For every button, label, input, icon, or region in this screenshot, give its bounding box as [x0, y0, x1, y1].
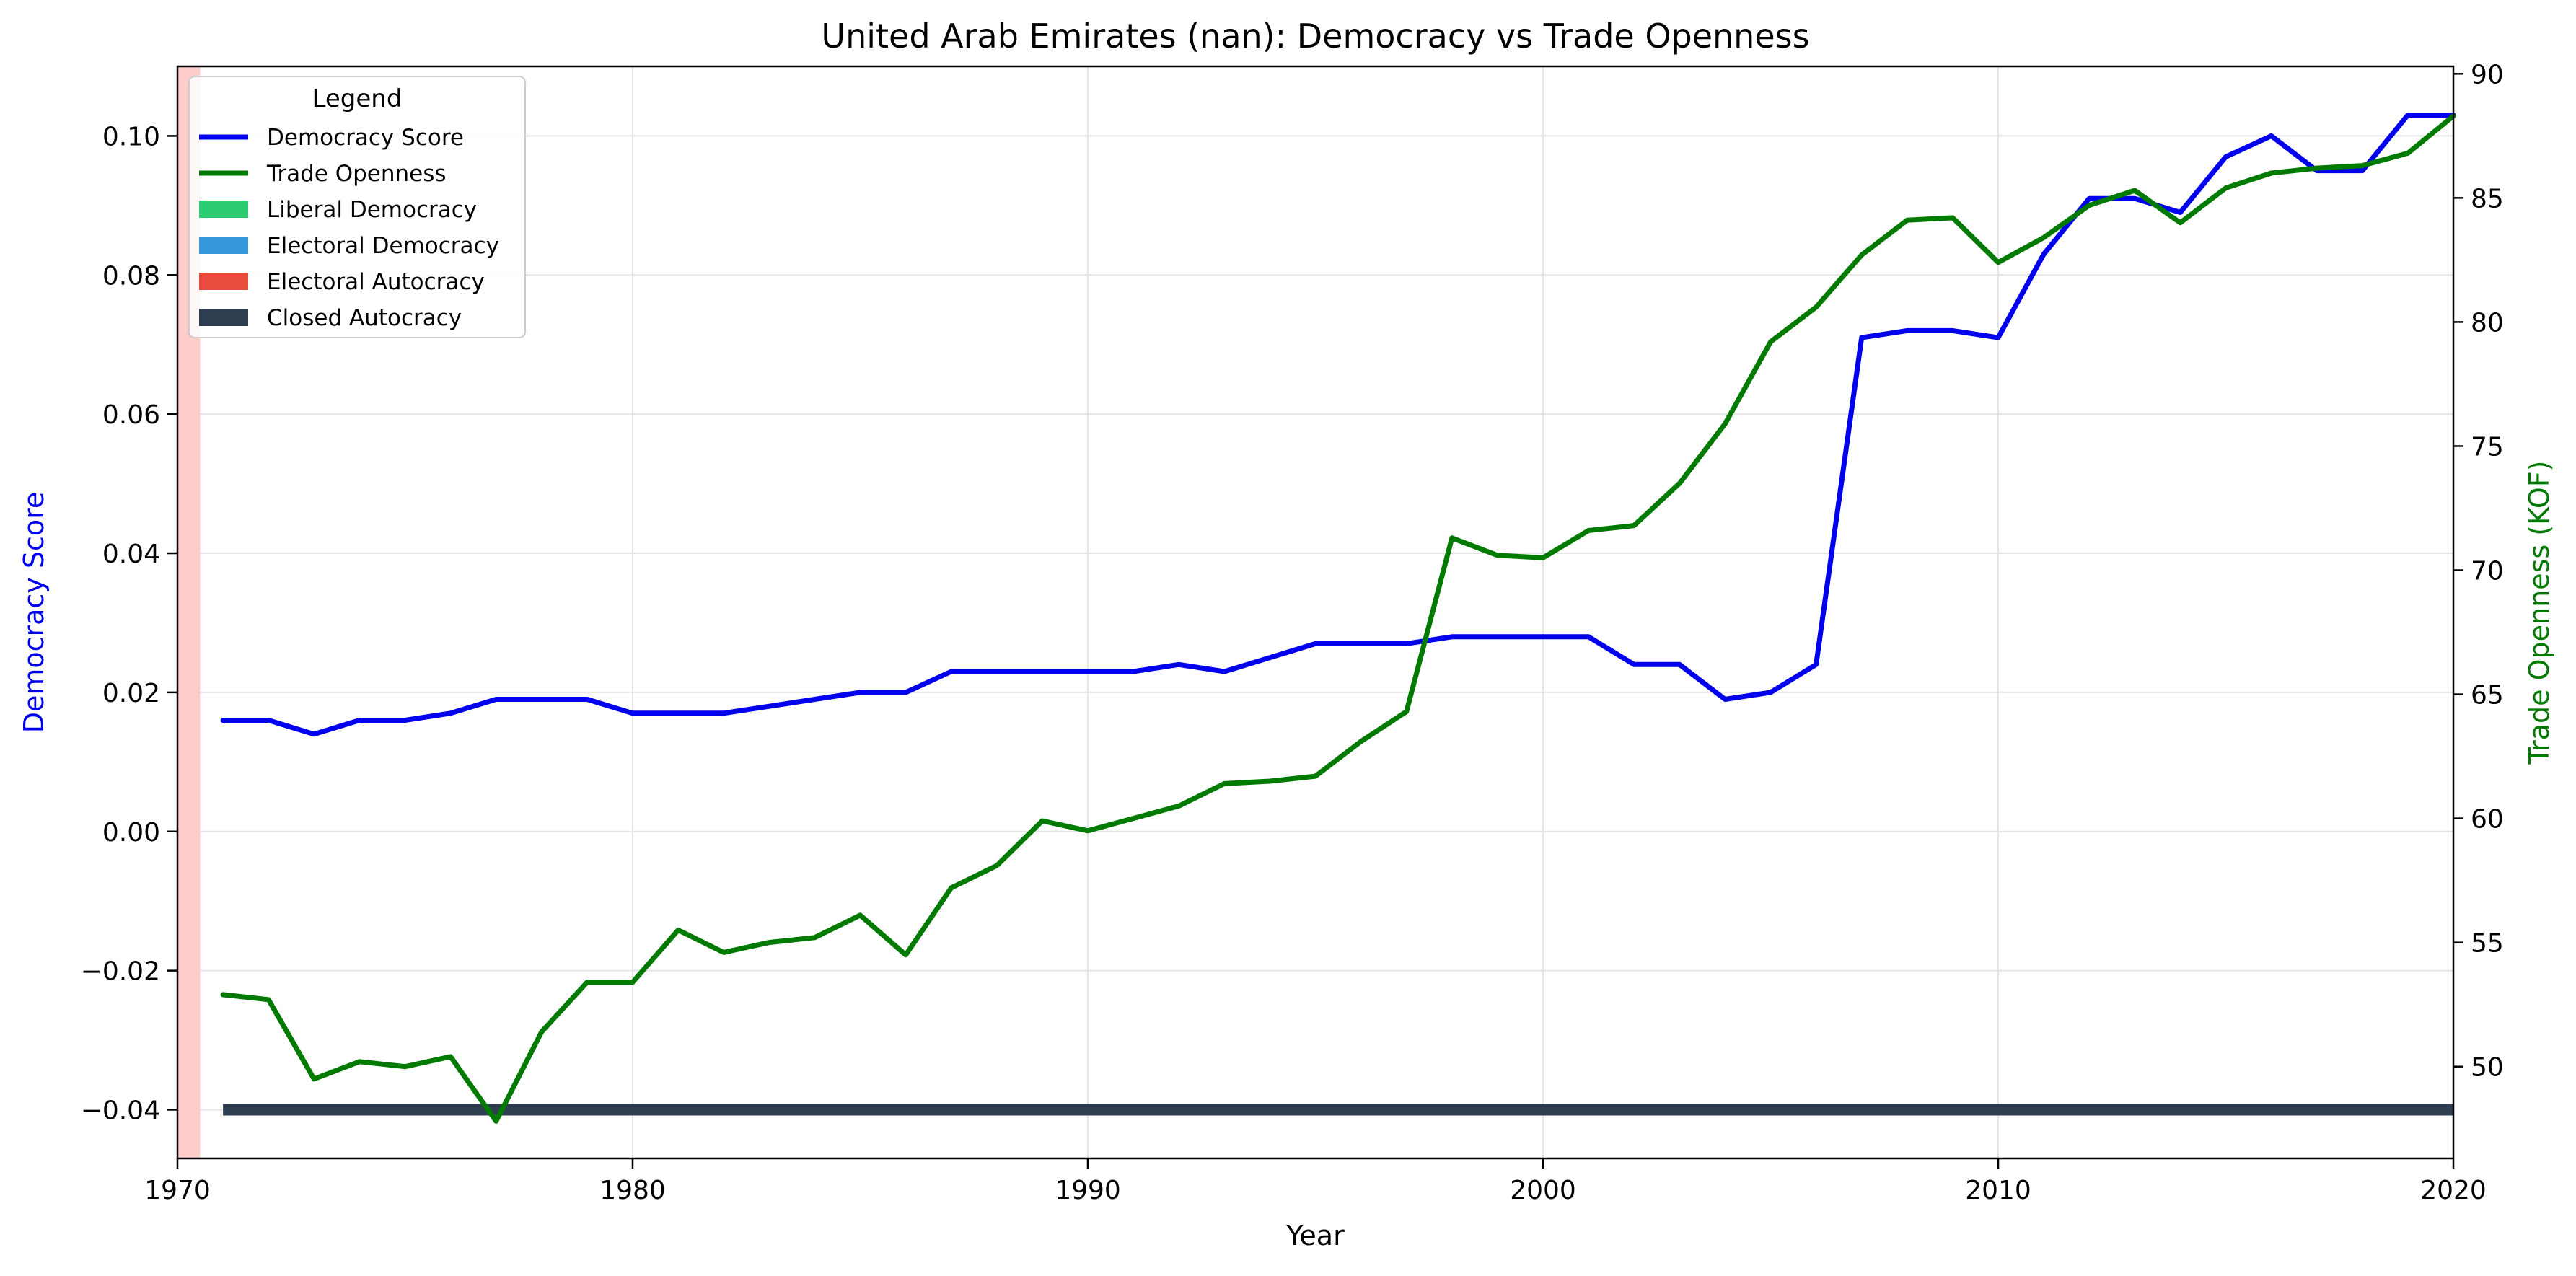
legend-swatch-electoral-democracy: [199, 237, 248, 254]
trade-openness-line: [220, 113, 2456, 1124]
y-right-tick-label: 75: [2471, 432, 2504, 462]
legend-label-liberal-democracy: Liberal Democracy: [267, 197, 477, 223]
y-right-tick-label: 70: [2471, 557, 2504, 586]
y-left-tick-label: 0.00: [102, 818, 160, 848]
legend-label-electoral-autocracy: Electoral Autocracy: [267, 269, 485, 295]
legend-label-electoral-democracy: Electoral Democracy: [267, 233, 499, 259]
plot-frame: [176, 65, 2455, 1160]
y-right-tick-label: 65: [2471, 681, 2504, 710]
axis-layer: 1970 1980 1990 2000 2010 2020 −0.04 −0.02 0.00 0.…: [81, 60, 2504, 1205]
x-tick-label: 2020: [2420, 1176, 2487, 1205]
legend-swatch-electoral-autocracy: [199, 273, 248, 290]
y-right-tick-label: 55: [2471, 929, 2504, 959]
legend-label-democracy-score: Democracy Score: [267, 125, 464, 151]
legend-label-trade-openness: Trade Openness: [266, 161, 447, 187]
series-layer: [220, 113, 2456, 1124]
x-tick-label: 2010: [1965, 1176, 2031, 1205]
y-left-tick-label: −0.02: [81, 957, 160, 987]
y-left-tick-label: 0.02: [102, 679, 160, 708]
legend-label-closed-autocracy: Closed Autocracy: [267, 305, 462, 331]
y-left-tick-label: 0.08: [102, 261, 160, 291]
y-left-tick-label: 0.04: [102, 540, 160, 569]
y-right-tick-label: 60: [2471, 805, 2504, 835]
x-axis-label: Year: [1285, 1220, 1345, 1251]
y-right-tick-label: 80: [2471, 308, 2504, 338]
y-left-tick-label: −0.04: [81, 1096, 160, 1125]
legend-box: [188, 76, 526, 338]
legend-swatch-closed-autocracy: [199, 309, 248, 326]
chart-title: United Arab Emirates (nan): Democracy vs…: [821, 17, 1809, 56]
x-tick-label: 1970: [144, 1176, 211, 1205]
legend: Legend Democracy Score Trade Openness Liber…: [188, 76, 526, 338]
x-tick-label: 1990: [1055, 1176, 1121, 1205]
y-right-tick-label: 85: [2471, 184, 2504, 214]
y-right-axis-label: Trade Openness (KOF): [2523, 460, 2555, 765]
x-tick-label: 1980: [599, 1176, 666, 1205]
y-left-tick-label: 0.10: [102, 122, 160, 151]
x-tick-label: 2000: [1510, 1176, 1576, 1205]
y-right-tick-label: 90: [2471, 60, 2504, 89]
legend-title: Legend: [312, 84, 403, 113]
y-right-tick-label: 50: [2471, 1053, 2504, 1083]
legend-swatch-liberal-democracy: [199, 201, 248, 218]
y-left-axis-label: Democracy Score: [18, 492, 50, 734]
y-left-tick-label: 0.06: [102, 400, 160, 430]
